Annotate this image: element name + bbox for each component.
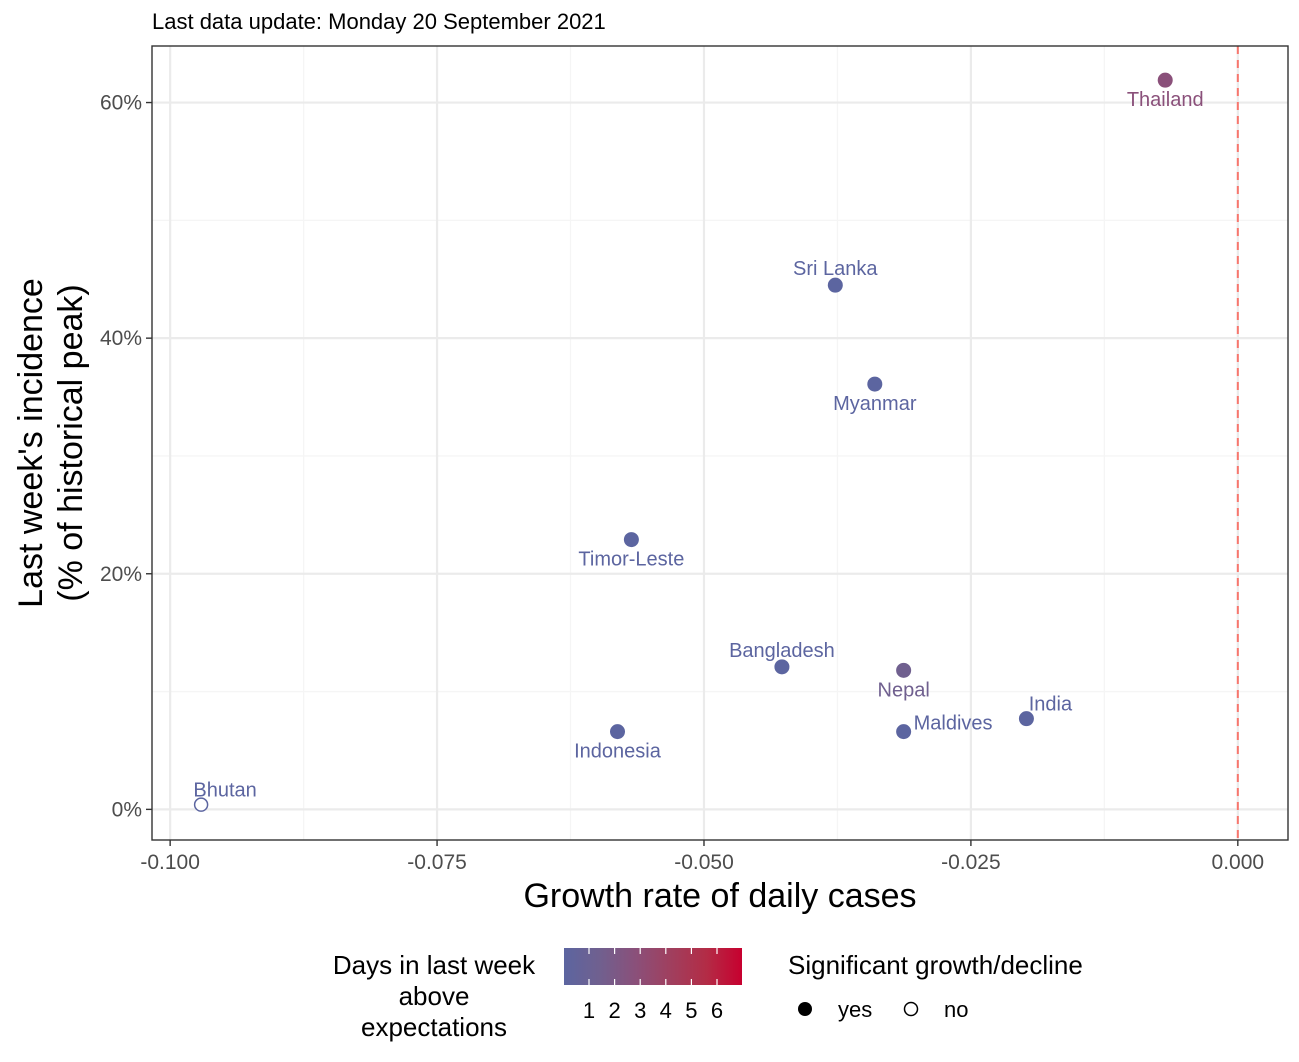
data-point	[774, 659, 790, 675]
data-point	[623, 532, 639, 548]
x-tick-label: -0.100	[140, 851, 200, 874]
y-axis: 0% 20% 40% 60%	[100, 92, 152, 821]
point-label: Bhutan	[193, 780, 256, 802]
y-axis-title-line1: Last week's incidence	[12, 278, 50, 608]
point-label: India	[1029, 694, 1073, 716]
legend-shape: Significant growth/decline yes no	[788, 950, 1083, 1022]
legend-shape-title: Significant growth/decline	[788, 950, 1083, 980]
point-label: Maldives	[914, 713, 993, 735]
colorbar-label: 4	[660, 998, 672, 1023]
data-point	[896, 724, 912, 740]
point-label: Sri Lanka	[793, 258, 878, 280]
point-label: Bangladesh	[729, 640, 835, 662]
colorbar-label: 1	[583, 998, 595, 1023]
data-points	[193, 72, 1173, 812]
point-label: Thailand	[1127, 89, 1204, 111]
x-tick-label: -0.025	[941, 851, 1001, 874]
point-label: Myanmar	[833, 393, 917, 415]
y-tick-label: 60%	[100, 92, 142, 115]
legend-key-open	[903, 1001, 919, 1017]
colorbar-rect	[564, 948, 742, 985]
colorbar-label: 3	[634, 998, 646, 1023]
point-labels: Thailand Sri Lanka Myanmar Timor-Leste Bangl…	[193, 89, 1203, 801]
x-tick-label: 0.000	[1212, 851, 1265, 874]
colorbar-label: 5	[685, 998, 697, 1023]
chart-subtitle: Last data update: Monday 20 September 20…	[152, 9, 606, 34]
x-axis-title: Growth rate of daily cases	[523, 877, 916, 915]
legend-key-filled	[798, 1002, 812, 1016]
y-tick-label: 40%	[100, 327, 142, 350]
data-point	[193, 797, 209, 812]
colorbar-label: 2	[608, 998, 620, 1023]
legend-shape-label: yes	[838, 997, 872, 1022]
colorbar-label: 6	[711, 998, 723, 1023]
x-tick-label: -0.050	[674, 851, 734, 874]
y-tick-label: 20%	[100, 563, 142, 586]
point-label: Timor-Leste	[578, 549, 684, 571]
x-axis: -0.100 -0.075 -0.050 -0.025 0.000	[140, 840, 1264, 874]
data-point	[867, 376, 883, 392]
data-point	[1018, 711, 1034, 727]
x-tick-label: -0.075	[407, 851, 467, 874]
y-axis-title: Last week's incidence (% of historical p…	[12, 278, 90, 608]
legend-shape-items: yes no	[798, 997, 968, 1022]
data-point	[1157, 72, 1173, 88]
y-axis-title-line2: (% of historical peak)	[52, 284, 90, 601]
legend-color-title-line2: above	[399, 981, 470, 1011]
grid-lines	[152, 46, 1288, 840]
data-point	[827, 277, 843, 293]
point-label: Nepal	[878, 679, 930, 701]
legend-shape-label: no	[944, 997, 968, 1022]
y-tick-label: 0%	[112, 798, 142, 821]
legend-color-title-line3: expectations	[361, 1012, 507, 1042]
point-label: Indonesia	[574, 741, 662, 763]
data-point	[610, 724, 626, 740]
panel-border	[151, 45, 1289, 841]
data-point	[896, 662, 912, 678]
legend-color-title-line1: Days in last week	[333, 950, 536, 980]
